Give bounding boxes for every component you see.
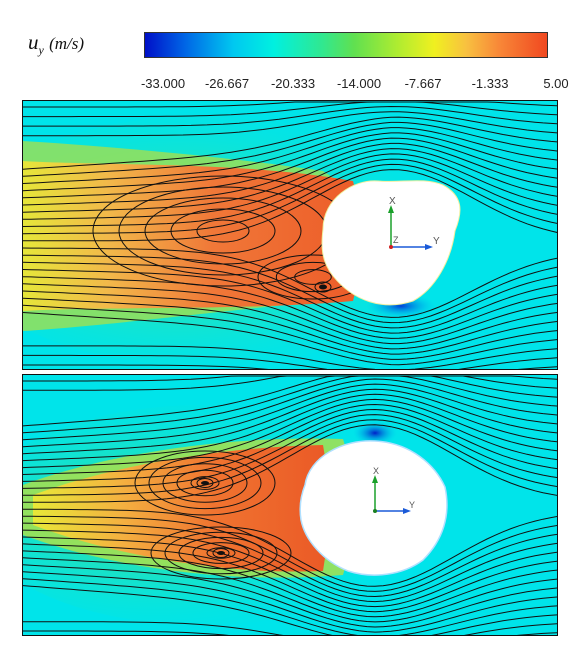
streamline — [23, 388, 557, 455]
streamline — [23, 564, 557, 628]
coordinate-triad: X Y Z — [388, 196, 440, 250]
colorbar-tick: -14.000 — [336, 76, 382, 91]
streamline — [23, 522, 557, 598]
axis-label-y: Y — [433, 236, 440, 247]
recirculation-line — [206, 547, 236, 559]
streamline — [23, 148, 557, 213]
recirculation-line — [196, 219, 250, 243]
coordinate-triad: X Y — [372, 466, 415, 514]
recirculation-line — [170, 208, 276, 254]
obstacle-body — [299, 440, 448, 576]
streamline — [23, 424, 557, 503]
recirculation-line — [162, 463, 248, 503]
recirculation-line — [176, 469, 234, 497]
flow-field-bottom: X Y — [23, 375, 557, 635]
low-velocity-spot — [353, 421, 397, 445]
streamline — [23, 312, 557, 366]
streamline — [23, 543, 557, 613]
recirculation-line — [192, 542, 250, 564]
streamline — [23, 276, 557, 339]
vortex-center-lower — [212, 548, 230, 558]
streamline — [23, 247, 557, 318]
colorbar-tick: -33.000 — [140, 76, 186, 91]
streamline — [23, 393, 557, 462]
streamline — [23, 158, 557, 227]
axis-label-x: X — [373, 466, 379, 476]
vortex-center-upper — [196, 478, 214, 488]
flow-field-top: X Y Z — [23, 101, 557, 369]
streamline — [23, 398, 557, 469]
colorbar-tick: 5.00 — [543, 76, 569, 91]
colorbar-tick: -1.333 — [471, 76, 509, 91]
recirculation-line — [178, 536, 264, 570]
streamline — [23, 419, 557, 496]
recirculation-line — [134, 450, 276, 516]
vortex-center — [314, 281, 332, 293]
streamline — [23, 105, 557, 127]
streamline — [23, 153, 557, 220]
streamline — [23, 375, 557, 391]
streamline — [23, 163, 557, 235]
streamline — [23, 408, 557, 482]
streamline — [23, 630, 557, 635]
streamline — [23, 254, 557, 324]
streamline — [23, 283, 557, 345]
streamline — [23, 121, 557, 177]
streamline — [23, 414, 557, 489]
streamline — [23, 550, 557, 618]
streamline-panel-bottom: X Y — [22, 374, 558, 636]
streamline — [23, 375, 557, 427]
streamline — [23, 403, 557, 475]
recirculation-line — [144, 197, 302, 265]
recirculation-line — [164, 531, 278, 575]
streamline — [23, 269, 557, 334]
streamline — [23, 375, 557, 434]
streamline — [23, 578, 557, 635]
streamline — [23, 571, 557, 633]
streamline — [23, 345, 557, 369]
streamline — [23, 101, 557, 118]
streamline — [23, 383, 557, 448]
colorbar-tick: -26.667 — [204, 76, 250, 91]
streamline — [23, 111, 557, 137]
streamline — [23, 354, 557, 369]
recirculation-line — [148, 456, 262, 510]
streamline — [23, 378, 557, 441]
streamline — [23, 116, 557, 170]
streamlines — [23, 375, 557, 635]
streamline — [23, 557, 557, 623]
streamline — [23, 290, 557, 350]
recirculation-line — [190, 476, 220, 490]
streamline — [23, 536, 557, 608]
axis-label-z: Z — [393, 235, 399, 245]
streamline — [23, 585, 557, 635]
streamline — [23, 515, 557, 592]
streamline — [23, 127, 557, 184]
streamline — [23, 364, 557, 369]
colorbar-label: uy (m/s) — [28, 30, 85, 57]
streamline — [23, 137, 557, 199]
recirculation-line — [150, 526, 292, 580]
colorbar — [144, 32, 548, 58]
colorbar-label-subscript: y — [38, 43, 44, 57]
colorbar-ticks: -33.000 -26.667 -20.333 -14.000 -7.667 -… — [0, 76, 581, 94]
colorbar-label-unit: (m/s) — [49, 34, 85, 53]
colorbar-tick: -7.667 — [404, 76, 442, 91]
axis-label-y: Y — [409, 500, 415, 510]
streamline — [23, 529, 557, 603]
streamline — [23, 132, 557, 192]
recirculation-line — [294, 269, 332, 285]
streamlines — [23, 101, 557, 369]
wake-region — [23, 161, 368, 311]
streamline-panel-top: X Y Z — [22, 100, 558, 370]
streamline — [23, 101, 557, 108]
colorbar-label-symbol: u — [28, 30, 39, 54]
streamline — [23, 261, 557, 329]
streamline — [23, 297, 557, 355]
colorbar-tick: -20.333 — [270, 76, 316, 91]
axis-label-x: X — [389, 196, 396, 207]
streamline — [23, 169, 557, 242]
streamline — [23, 304, 557, 360]
streamline — [23, 621, 557, 635]
